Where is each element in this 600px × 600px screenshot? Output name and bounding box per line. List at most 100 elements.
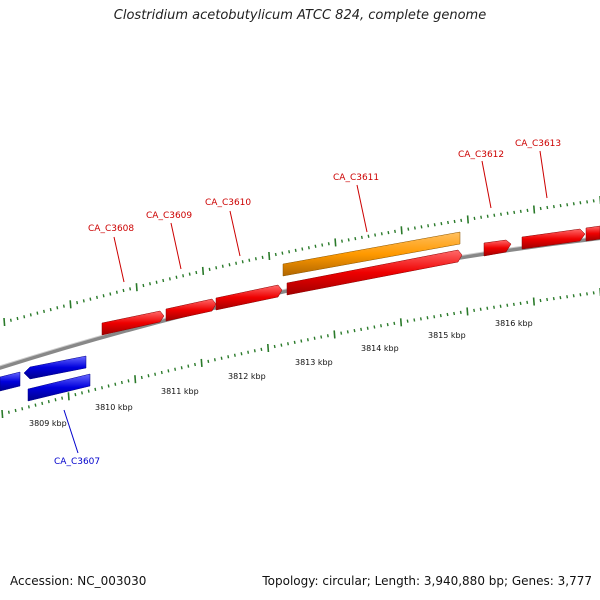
major-tick (533, 205, 536, 214)
gene-CA_C3611[interactable] (286, 249, 463, 296)
minor-tick (175, 275, 178, 279)
gene-label[interactable]: CA_C3609 (146, 211, 192, 221)
minor-tick (109, 292, 112, 296)
gene-label[interactable]: CA_C3610 (205, 198, 251, 208)
minor-tick (260, 347, 263, 352)
major-tick (3, 317, 6, 327)
minor-tick (373, 325, 376, 329)
gene-CA_C3611-feature[interactable] (282, 231, 461, 277)
minor-tick (433, 223, 436, 227)
gene-label-reverse[interactable]: CA_C3607 (54, 457, 100, 467)
minor-tick (94, 387, 97, 392)
minor-tick (307, 246, 310, 250)
minor-tick (127, 379, 130, 383)
minor-tick (413, 318, 416, 322)
minor-tick (546, 297, 549, 302)
scale-labels: 3809 kbp 3810 kbp 3811 kbp 3812 kbp 3813… (29, 319, 533, 428)
minor-tick (287, 342, 289, 346)
minor-tick (486, 306, 489, 310)
gene-CA_C3609[interactable] (165, 298, 217, 322)
minor-tick (480, 215, 483, 219)
minor-tick (207, 359, 210, 364)
minor-tick (346, 330, 349, 334)
minor-tick (293, 340, 296, 345)
minor-tick (248, 258, 251, 262)
minor-tick (566, 203, 569, 207)
major-tick (1, 409, 4, 419)
minor-tick (546, 205, 549, 210)
major-tick (399, 318, 403, 327)
minor-tick (140, 375, 143, 380)
minor-tick (233, 353, 236, 357)
gene-label[interactable]: CA_C3613 (515, 139, 561, 149)
minor-tick (215, 266, 218, 270)
minor-tick (273, 344, 276, 349)
minor-tick (347, 238, 350, 242)
minor-tick (486, 214, 489, 218)
gene-label[interactable]: CA_C3612 (458, 150, 504, 160)
minor-tick (194, 362, 196, 367)
minor-tick (281, 251, 284, 255)
minor-tick (300, 339, 303, 343)
minor-tick (61, 396, 64, 400)
gene-CA_C3612[interactable] (483, 239, 512, 257)
minor-tick (240, 352, 243, 356)
gene-label[interactable]: CA_C3608 (88, 224, 134, 234)
minor-tick (241, 260, 244, 264)
minor-tick (188, 272, 191, 276)
minor-tick (43, 309, 45, 314)
major-tick (334, 238, 337, 247)
minor-tick (195, 270, 198, 275)
minor-tick (149, 282, 151, 286)
gene-CA_C3608[interactable] (101, 310, 165, 336)
minor-tick (47, 399, 50, 404)
minor-tick (479, 307, 482, 311)
minor-tick (142, 283, 145, 288)
major-tick (200, 358, 203, 367)
genome-backbone (0, 236, 600, 370)
minor-tick (519, 301, 522, 306)
minor-tick (513, 210, 516, 215)
gene-CA_C3607-fragment[interactable] (0, 371, 21, 392)
minor-tick (427, 224, 430, 228)
minor-tick (552, 296, 555, 301)
minor-tick (413, 226, 416, 230)
scale-label: 3816 kbp (495, 319, 533, 328)
scale-label: 3812 kbp (228, 372, 266, 381)
minor-tick (294, 248, 297, 253)
major-tick (67, 392, 70, 401)
minor-tick (552, 204, 555, 209)
minor-tick (453, 311, 456, 316)
minor-tick (360, 235, 363, 240)
minor-tick (314, 244, 317, 248)
minor-tick (406, 319, 409, 323)
gene-blue-upper[interactable] (23, 355, 87, 380)
outer-tick-ring (3, 196, 600, 327)
gene-label[interactable]: CA_C3611 (333, 173, 379, 183)
minor-tick (213, 358, 216, 362)
minor-tick (506, 211, 509, 215)
scale-label: 3809 kbp (29, 419, 67, 428)
minor-tick (526, 208, 529, 213)
accession-text: Accession: NC_003030 (10, 574, 147, 588)
minor-tick (519, 209, 522, 214)
major-tick (466, 307, 469, 316)
gene-next-fragment[interactable] (585, 225, 600, 242)
minor-tick (313, 336, 316, 340)
minor-tick (96, 295, 98, 300)
minor-tick (380, 324, 382, 328)
gene-CA_C3607[interactable] (27, 373, 91, 402)
minor-tick (374, 233, 377, 237)
genome-summary-text: Topology: circular; Length: 3,940,880 bp… (262, 574, 592, 588)
minor-tick (187, 364, 190, 368)
minor-tick (301, 247, 304, 251)
minor-tick (586, 292, 588, 296)
gene-CA_C3613[interactable] (521, 228, 586, 250)
minor-tick (559, 203, 562, 208)
minor-tick (353, 328, 356, 333)
minor-tick (162, 278, 165, 283)
gene-CA_C3610[interactable] (215, 284, 283, 311)
major-tick (135, 283, 138, 292)
forward-label-leaders (113, 150, 548, 283)
